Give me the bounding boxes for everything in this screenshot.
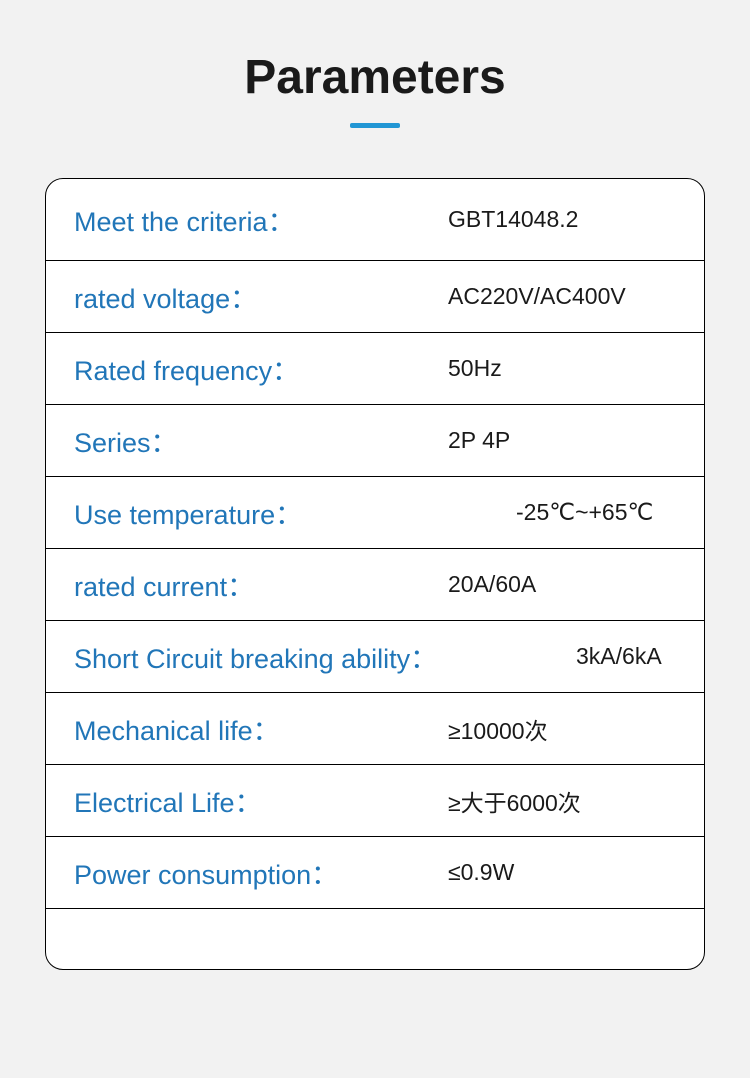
table-row: Rated frequency： 50Hz: [46, 333, 704, 405]
param-label: Rated frequency：: [74, 349, 299, 388]
table-row: Short Circuit breaking ability： 3kA/6kA: [46, 621, 704, 693]
table-row: rated voltage： AC220V/AC400V: [46, 261, 704, 333]
title-underline: [350, 123, 400, 128]
param-label: Series：: [74, 421, 178, 460]
param-label: Power consumption：: [74, 853, 338, 892]
param-value: 50Hz: [428, 355, 676, 382]
param-value: ≥10000次: [428, 712, 676, 746]
param-label: Short Circuit breaking ability：: [74, 637, 437, 676]
param-value: -25℃~+65℃: [496, 499, 676, 526]
table-row: rated current： 20A/60A: [46, 549, 704, 621]
table-row: Use temperature： -25℃~+65℃: [46, 477, 704, 549]
table-row: Power consumption： ≤0.9W: [46, 837, 704, 909]
table-row: Mechanical life： ≥10000次: [46, 693, 704, 765]
table-row: Electrical Life： ≥大于6000次: [46, 765, 704, 837]
param-label: Electrical Life：: [74, 781, 262, 820]
param-value: GBT14048.2: [428, 206, 676, 233]
table-row: Meet the criteria： GBT14048.2: [46, 179, 704, 261]
table-row: Series： 2P 4P: [46, 405, 704, 477]
param-value: 2P 4P: [428, 427, 676, 454]
param-label: rated current：: [74, 565, 254, 604]
param-label: Mechanical life：: [74, 709, 280, 748]
param-value: ≤0.9W: [428, 859, 676, 886]
param-value: 20A/60A: [428, 571, 676, 598]
parameters-table: Meet the criteria： GBT14048.2 rated volt…: [45, 178, 705, 970]
table-spacer: [46, 909, 704, 969]
param-label: rated voltage：: [74, 277, 257, 316]
param-value: 3kA/6kA: [556, 643, 676, 670]
param-label: Meet the criteria：: [74, 200, 295, 239]
param-value: AC220V/AC400V: [428, 283, 676, 310]
param-value: ≥大于6000次: [428, 784, 676, 818]
param-label: Use temperature：: [74, 493, 302, 532]
page-title: Parameters: [0, 50, 750, 105]
